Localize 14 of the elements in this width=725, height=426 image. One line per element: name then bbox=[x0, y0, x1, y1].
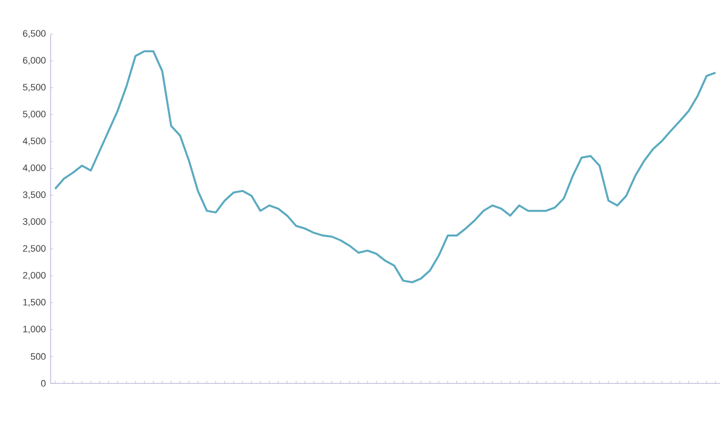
y-tick-label: 1,500 bbox=[23, 298, 46, 307]
y-tick-label: 1,000 bbox=[23, 326, 46, 334]
y-tick-label: 2,000 bbox=[23, 272, 46, 280]
y-tick-label: 3,000 bbox=[22, 218, 46, 226]
y-tick-label: 500 bbox=[30, 353, 46, 360]
y-tick-label: 0 bbox=[41, 380, 46, 387]
y-tick-label: 6,000 bbox=[23, 57, 46, 65]
y-tick-label: 4,500 bbox=[22, 138, 46, 146]
y-tick-label: 4,000 bbox=[22, 164, 46, 172]
y-tick-label: 2,500 bbox=[23, 245, 46, 253]
y-tick-label: 5,500 bbox=[22, 84, 46, 92]
y-tick-label: 3,500 bbox=[22, 191, 46, 200]
y-tick-label: 6,500 bbox=[23, 30, 46, 38]
y-tick-label: 5,000 bbox=[22, 110, 46, 118]
